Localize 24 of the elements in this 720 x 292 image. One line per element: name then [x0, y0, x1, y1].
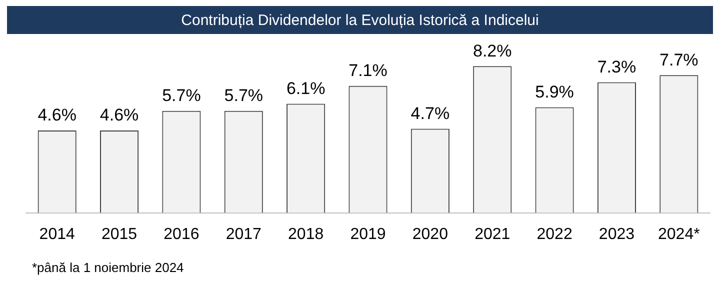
data-label: 5.7% [162, 86, 201, 106]
x-tick-label: 2014 [39, 226, 75, 243]
x-tick-label: 2021 [474, 226, 510, 243]
data-label: 4.6% [38, 106, 76, 125]
data-label: 4.7% [410, 104, 450, 123]
data-label: 7.1% [348, 61, 388, 80]
data-label: 5.7% [224, 86, 264, 106]
data-label: 5.9% [535, 82, 574, 102]
x-tick-label: 2022 [536, 226, 572, 243]
data-label: 4.6% [100, 106, 139, 125]
data-label: 7.7% [660, 50, 698, 70]
x-tick-label: 2015 [101, 226, 138, 243]
x-tick-label: 2024* [658, 226, 700, 243]
data-label: 6.1% [286, 78, 326, 98]
chart-title: Contribuția Dividendelor la Evoluția Istorică a Indicelui [7, 6, 713, 34]
x-tick-label: 2016 [164, 226, 200, 243]
x-tick-label: 2017 [226, 226, 262, 243]
x-tick-label: 2023 [598, 226, 635, 243]
data-label: 8.2% [472, 41, 512, 60]
text: *până la 1 noiembrie 2024 [32, 260, 185, 275]
x-tick-label: 2019 [350, 226, 386, 243]
x-tick-label: 2018 [288, 226, 324, 243]
x-tick-label: 2020 [412, 226, 448, 243]
data-label: 7.3% [597, 57, 636, 76]
